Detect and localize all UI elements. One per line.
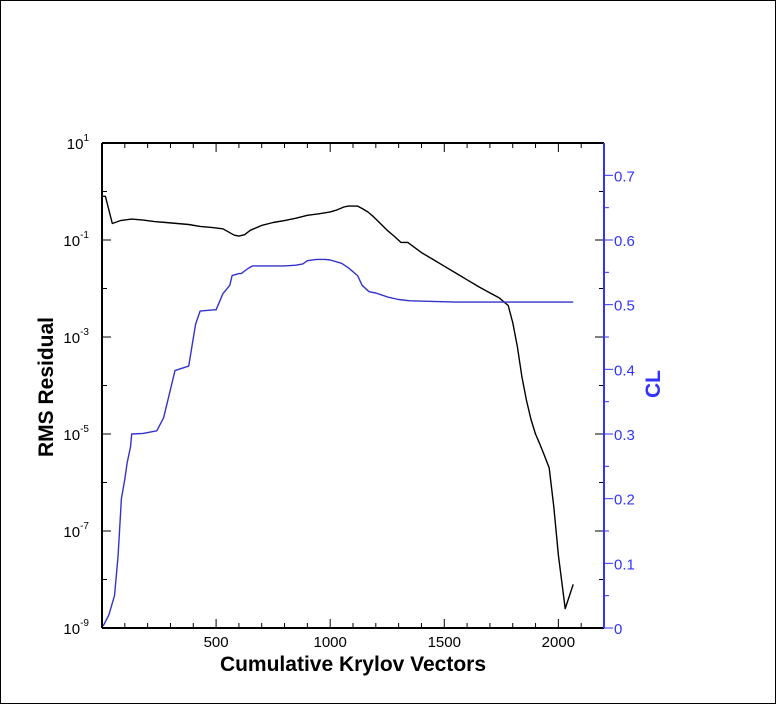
left-tick-label: 10-5: [63, 424, 89, 444]
x-tick-label: 1500: [428, 634, 461, 651]
x-axis-title: Cumulative Krylov Vectors: [220, 653, 486, 676]
right-tick-label: 0.5: [614, 298, 635, 315]
x-axis-ticks: 500 1000 1500 2000: [124, 143, 582, 651]
x-tick-label: 1000: [313, 634, 346, 651]
left-tick-label: 101: [67, 133, 90, 153]
right-tick-label: 0.6: [614, 233, 635, 250]
left-tick-label: 10-1: [63, 230, 89, 250]
left-tick-label: 10-9: [63, 618, 89, 638]
right-tick-label: 0.2: [614, 492, 635, 509]
right-axis-title: CL: [642, 370, 665, 398]
rms-residual-line: [103, 195, 574, 610]
right-tick-label: 0.3: [614, 427, 635, 444]
right-tick-label: 0.1: [614, 556, 635, 573]
left-tick-label: 10-7: [63, 521, 89, 541]
right-tick-label: 0.4: [614, 362, 635, 379]
left-axis-title: RMS Residual: [35, 317, 58, 457]
series-layer: [102, 195, 574, 627]
right-tick-label: 0: [614, 621, 622, 638]
axes-frame: [101, 142, 605, 629]
left-axis-ticks: 101 10-1 10-3 10-5 10-7 10-9: [63, 133, 604, 638]
x-tick-label: 500: [204, 634, 229, 651]
right-tick-label: 0.7: [614, 168, 635, 185]
left-tick-label: 10-3: [63, 327, 89, 347]
cl-line: [102, 258, 574, 627]
x-tick-label: 2000: [542, 634, 575, 651]
right-axis-ticks: 0 0.1 0.2 0.3 0.4 0.5 0.6 0.7: [604, 168, 635, 638]
